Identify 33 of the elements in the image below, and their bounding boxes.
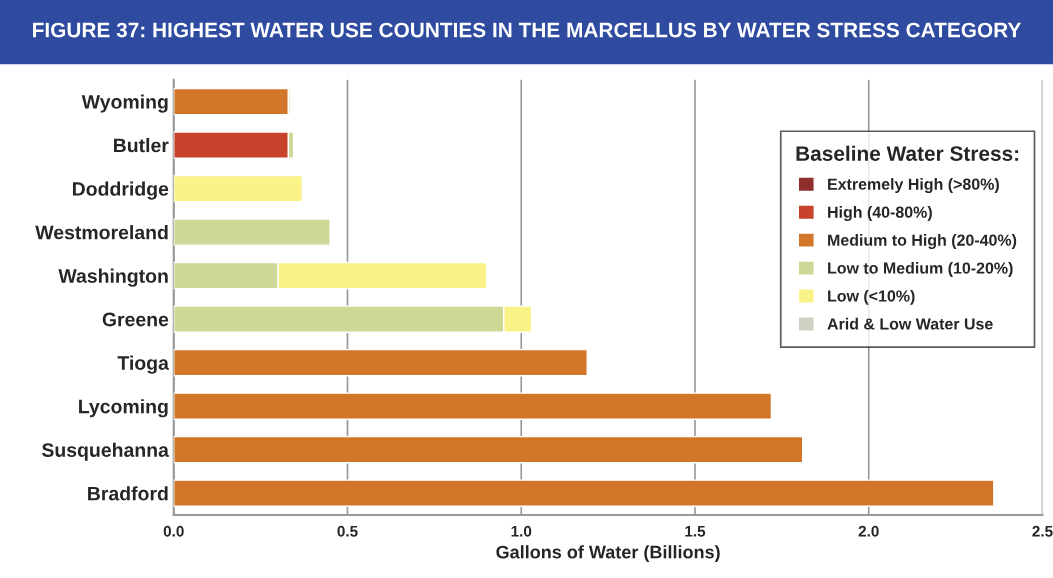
x-tick-label: 2.0 — [858, 525, 879, 537]
bar — [173, 218, 331, 246]
bar — [173, 87, 290, 116]
legend-label: Extremely High (>80%) — [828, 178, 999, 194]
x-tick-label: 0.5 — [337, 525, 358, 537]
legend-label: High (40-80%) — [828, 206, 932, 222]
legend-label: Low (<10%) — [828, 289, 915, 305]
legend-title: Baseline Water Stress: — [796, 145, 1019, 161]
bar — [173, 174, 304, 203]
bar — [173, 348, 588, 377]
x-tick-label: 1.0 — [511, 525, 532, 537]
y-tick-label: Greene — [102, 312, 169, 327]
chart-title: FIGURE 37: HIGHEST WATER USE COUNTIES IN THE MARCELLUS BY WATER STRESS CATEGORY — [33, 22, 1022, 38]
x-axis-title: Gallons of Water (Billions) — [496, 545, 720, 563]
y-tick-label: Lycoming — [79, 399, 168, 418]
bar — [173, 131, 290, 159]
y-tick-label: Washington — [58, 268, 168, 287]
bar — [173, 392, 773, 420]
y-tick-label: Butler — [114, 138, 169, 153]
legend-label: Low to Medium (10-20%) — [828, 262, 1013, 277]
y-tick-label: Bradford — [88, 486, 168, 501]
legend-label: Arid & Low Water Use — [827, 317, 993, 330]
x-tick-label: 1.5 — [685, 525, 706, 537]
x-tick-label: 2.5 — [1032, 525, 1053, 537]
y-tick-label: Westmoreland — [35, 225, 168, 240]
y-tick-label: Doddridge — [72, 181, 169, 200]
y-tick-label: Susquehanna — [41, 442, 170, 461]
bar — [173, 435, 804, 464]
legend-label: Medium to High (20-40%) — [828, 234, 1017, 250]
y-tick-label: Tioga — [117, 355, 170, 374]
bar — [173, 479, 995, 507]
x-tick-label: 0.0 — [163, 525, 184, 537]
y-tick-label: Wyoming — [81, 94, 168, 113]
